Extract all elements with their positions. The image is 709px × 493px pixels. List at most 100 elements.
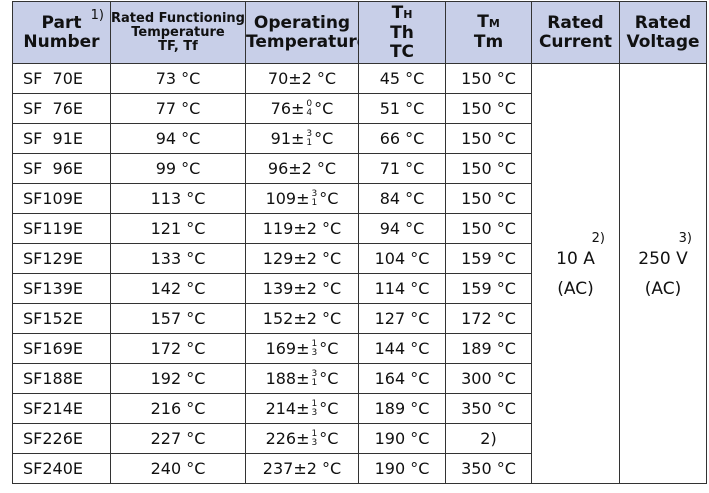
fuse-table: 1) Part Number Rated Functioning Temperature… bbox=[12, 1, 707, 484]
holding-temp: 114 °C bbox=[358, 273, 446, 304]
header-text: Rated bbox=[634, 12, 692, 33]
tol-upper: 3 bbox=[311, 189, 318, 200]
op-unit: °C bbox=[319, 398, 339, 418]
data-row: SF169E 172 °C 169± 1 3 °C 144 °C 189 °C bbox=[12, 333, 707, 364]
op-text: 96±2 °C bbox=[267, 159, 337, 178]
tol-upper: 3 bbox=[306, 129, 313, 140]
part-number: SF109E bbox=[12, 183, 111, 214]
max-temp: 350 °C bbox=[445, 453, 532, 484]
footnote: 1) bbox=[90, 8, 104, 23]
part-number: SF240E bbox=[12, 453, 111, 484]
header-text: Number bbox=[23, 31, 100, 52]
data-row: SF152E 157 °C 152±2 °C 127 °C 172 °C bbox=[12, 303, 707, 334]
max-temp: 150 °C bbox=[445, 183, 532, 214]
holding-temp: 189 °C bbox=[358, 393, 446, 424]
op-base: 169± bbox=[265, 338, 310, 358]
functioning-temp: 99 °C bbox=[110, 153, 246, 184]
functioning-temp: 227 °C bbox=[110, 423, 246, 454]
operating-temp: 119±2 °C bbox=[245, 213, 359, 244]
footnote: 3) bbox=[678, 231, 692, 246]
header-cell: Rated Voltage bbox=[619, 1, 707, 64]
part-number: SF169E bbox=[12, 333, 111, 364]
rated-current: 2) 10 A (AC) bbox=[531, 63, 620, 484]
operating-temp: 91± 3 1 °C bbox=[245, 123, 359, 154]
max-temp: 150 °C bbox=[445, 93, 532, 124]
holding-temp: 71 °C bbox=[358, 153, 446, 184]
part-number: SF129E bbox=[12, 243, 111, 274]
max-temp: 300 °C bbox=[445, 363, 532, 394]
header-text: TF, Tf bbox=[158, 38, 198, 54]
max-temp: 172 °C bbox=[445, 303, 532, 334]
operating-temp: 188± 3 1 °C bbox=[245, 363, 359, 394]
part-number: SF226E bbox=[12, 423, 111, 454]
functioning-temp: 157 °C bbox=[110, 303, 246, 334]
voltage-type: (AC) bbox=[644, 278, 682, 299]
holding-temp: 164 °C bbox=[358, 363, 446, 394]
max-temp: 150 °C bbox=[445, 123, 532, 154]
op-text: 152±2 °C bbox=[262, 309, 342, 328]
part-number: SF139E bbox=[12, 273, 111, 304]
tol-lower: 1 bbox=[311, 378, 318, 389]
tol-upper: 1 bbox=[311, 429, 318, 440]
op-text: 129±2 °C bbox=[262, 249, 342, 268]
op-base: 214± bbox=[265, 398, 310, 418]
current-value: 10 A bbox=[556, 248, 595, 269]
functioning-temp: 133 °C bbox=[110, 243, 246, 274]
header-cell: TM Tm bbox=[445, 1, 532, 64]
max-temp: 150 °C bbox=[445, 153, 532, 184]
part-number: SF 76E bbox=[12, 93, 111, 124]
functioning-temp: 77 °C bbox=[110, 93, 246, 124]
voltage-value: 250 V bbox=[638, 248, 688, 269]
holding-temp: 127 °C bbox=[358, 303, 446, 334]
operating-temp: 237±2 °C bbox=[245, 453, 359, 484]
header-cell: 1) Part Number bbox=[12, 1, 111, 64]
header-text: Voltage bbox=[626, 31, 700, 52]
header-text: Tm bbox=[473, 32, 504, 52]
functioning-temp: 94 °C bbox=[110, 123, 246, 154]
header-text: Rated bbox=[547, 12, 604, 33]
header-cell: Rated Current bbox=[531, 1, 620, 64]
holding-temp: 94 °C bbox=[358, 213, 446, 244]
header-text: Temperature bbox=[246, 31, 369, 52]
holding-temp: 190 °C bbox=[358, 453, 446, 484]
tol-lower: 1 bbox=[306, 138, 313, 149]
tol-lower: 3 bbox=[311, 348, 318, 359]
footnote: 2) bbox=[591, 231, 605, 246]
holding-temp: 190 °C bbox=[358, 423, 446, 454]
holding-temp: 45 °C bbox=[358, 63, 446, 94]
header-row: 1) Part Number Rated Functioning Temperature… bbox=[12, 1, 707, 64]
op-unit: °C bbox=[314, 98, 334, 118]
data-row: SF226E 227 °C 226± 1 3 °C 190 °C 2) bbox=[12, 423, 707, 454]
tol-upper: 3 bbox=[311, 369, 318, 380]
holding-temp: 51 °C bbox=[358, 93, 446, 124]
header-text: Current bbox=[538, 31, 613, 52]
op-unit: °C bbox=[314, 128, 334, 148]
tol-lower: 1 bbox=[311, 198, 318, 209]
tol-lower: 3 bbox=[311, 438, 318, 449]
op-base: 91± bbox=[270, 128, 305, 148]
op-text: 119±2 °C bbox=[262, 219, 342, 238]
header-cell: Rated Functioning Temperature TF, Tf bbox=[110, 1, 246, 64]
header-text: Operating bbox=[253, 12, 351, 33]
max-temp: 150 °C bbox=[445, 63, 532, 94]
functioning-temp: 172 °C bbox=[110, 333, 246, 364]
operating-temp: 152±2 °C bbox=[245, 303, 359, 334]
holding-temp: 66 °C bbox=[358, 123, 446, 154]
operating-temp: 226± 1 3 °C bbox=[245, 423, 359, 454]
data-row: SF240E 240 °C 237±2 °C 190 °C 350 °C bbox=[12, 453, 707, 484]
part-number: SF152E bbox=[12, 303, 111, 334]
functioning-temp: 240 °C bbox=[110, 453, 246, 484]
op-base: 226± bbox=[265, 428, 310, 448]
operating-temp: 169± 1 3 °C bbox=[245, 333, 359, 364]
holding-temp: 104 °C bbox=[358, 243, 446, 274]
operating-temp: 129±2 °C bbox=[245, 243, 359, 274]
header-text: Rated Functioning bbox=[111, 10, 245, 26]
max-temp: 2) bbox=[445, 423, 532, 454]
data-row: SF129E 133 °C 129±2 °C 104 °C 159 °C bbox=[12, 243, 707, 274]
max-temp: 159 °C bbox=[445, 243, 532, 274]
holding-temp: 84 °C bbox=[358, 183, 446, 214]
